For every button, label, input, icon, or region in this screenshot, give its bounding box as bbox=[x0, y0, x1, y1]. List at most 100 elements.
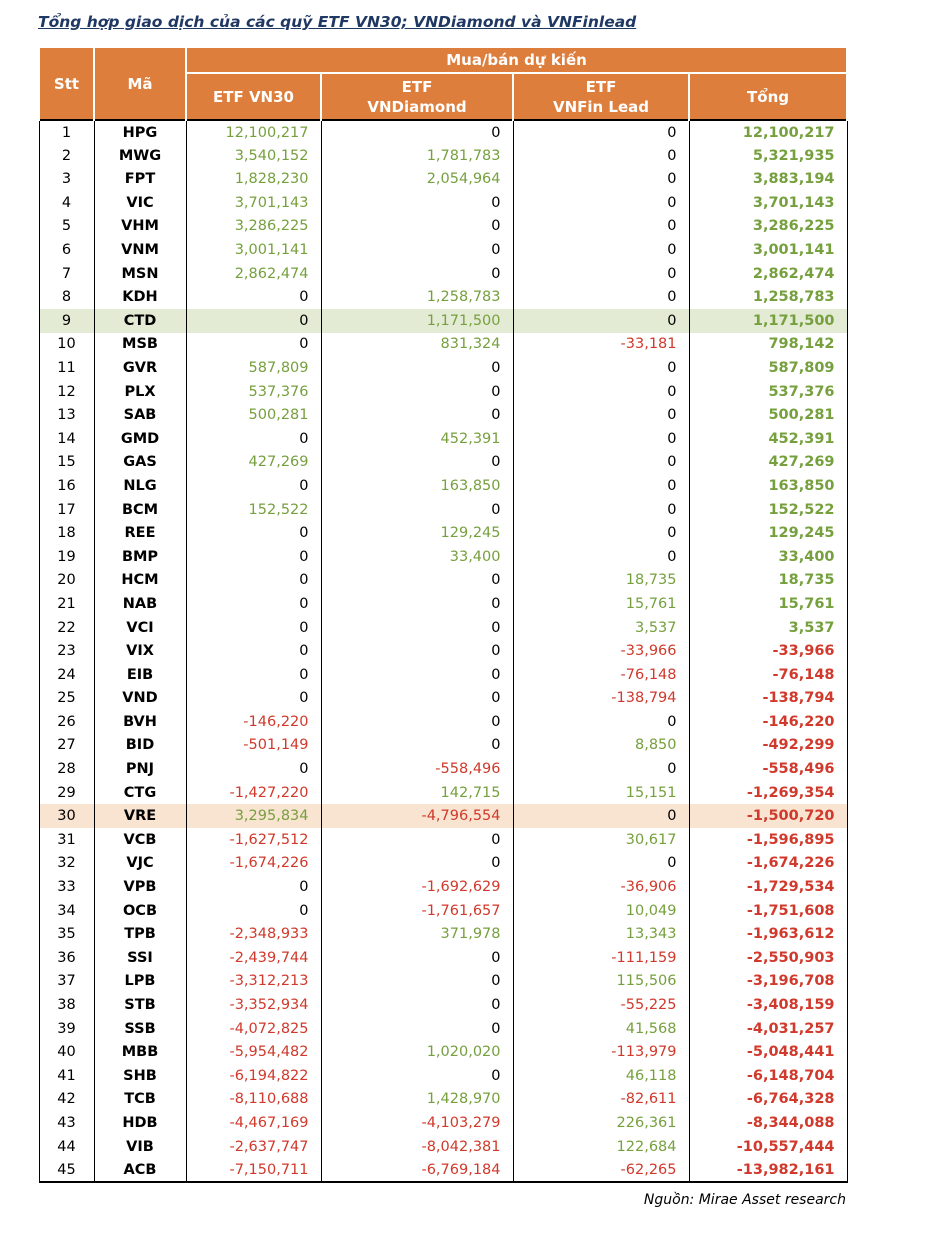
table-row: 26 BVH -146,220 0 0 -146,220 bbox=[38, 710, 848, 734]
etf-vndiamond-value: 0 bbox=[320, 662, 514, 687]
etf-vndiamond-value: 0 bbox=[320, 379, 514, 404]
total-value: 5,321,935 bbox=[688, 143, 848, 168]
table-row: 27 BID -501,149 0 8,850 -492,299 bbox=[38, 733, 848, 758]
etf-vn30-value: -4,467,169 bbox=[185, 1111, 322, 1135]
ticker: HDB bbox=[93, 1111, 187, 1135]
total-value: 3,537 bbox=[688, 615, 848, 640]
page-title: Tổng hợp giao dịch của các quỹ ETF VN30;… bbox=[38, 13, 637, 31]
etf-vndiamond-value: 0 bbox=[320, 710, 514, 734]
row-index: 20 bbox=[38, 568, 95, 593]
ticker: REE bbox=[93, 521, 187, 545]
table-row: 6 VNM 3,001,141 0 0 3,001,141 bbox=[38, 238, 848, 262]
ticker: BMP bbox=[93, 544, 187, 569]
row-index: 6 bbox=[38, 238, 95, 262]
etf-vnfinlead-value: -36,906 bbox=[512, 875, 690, 899]
table-row: 35 TPB -2,348,933 371,978 13,343 -1,963,612 bbox=[38, 922, 848, 947]
total-value: 12,100,217 bbox=[688, 119, 848, 144]
etf-vnfinlead-value: 0 bbox=[512, 710, 690, 734]
table-row: 9 CTD 0 1,171,500 0 1,171,500 bbox=[38, 309, 848, 333]
etf-vnfinlead-value: 0 bbox=[512, 521, 690, 545]
ticker: MSN bbox=[93, 261, 187, 286]
table-row: 23 VIX 0 0 -33,966 -33,966 bbox=[38, 639, 848, 663]
etf-vn30-value: -8,110,688 bbox=[185, 1087, 322, 1112]
etf-vnfinlead-value: 15,151 bbox=[512, 780, 690, 805]
table-row: 38 STB -3,352,934 0 -55,225 -3,408,159 bbox=[38, 993, 848, 1017]
ticker: PNJ bbox=[93, 757, 187, 781]
etf-vn30-value: -7,150,711 bbox=[185, 1158, 322, 1183]
etf-vn30-value: 0 bbox=[185, 285, 322, 309]
etf-vnfinlead-value: 8,850 bbox=[512, 733, 690, 758]
table-row: 31 VCB -1,627,512 0 30,617 -1,596,895 bbox=[38, 828, 848, 852]
total-value: 129,245 bbox=[688, 521, 848, 545]
etf-vnfinlead-value: 0 bbox=[512, 238, 690, 262]
total-value: -138,794 bbox=[688, 686, 848, 711]
row-index: 14 bbox=[38, 426, 95, 451]
row-index: 16 bbox=[38, 474, 95, 498]
total-value: -33,966 bbox=[688, 639, 848, 663]
table-row: 11 GVR 587,809 0 0 587,809 bbox=[38, 356, 848, 380]
ticker: SAB bbox=[93, 403, 187, 427]
row-index: 26 bbox=[38, 710, 95, 734]
col-header-etf-vn30: ETF VN30 bbox=[185, 72, 322, 121]
etf-vndiamond-value: 0 bbox=[320, 615, 514, 640]
total-value: 163,850 bbox=[688, 474, 848, 498]
etf-vn30-value: 0 bbox=[185, 592, 322, 616]
col-header-etf-vnfinlead: ETF VNFin Lead bbox=[512, 72, 690, 121]
row-index: 11 bbox=[38, 356, 95, 380]
etf-vnfinlead-value: 0 bbox=[512, 497, 690, 522]
table-row: 41 SHB -6,194,822 0 46,118 -6,148,704 bbox=[38, 1064, 848, 1088]
row-index: 29 bbox=[38, 780, 95, 805]
etf-transactions-table: Stt Mã Mua/bán dự kiến ETF VN30 ETF VNDi… bbox=[38, 45, 849, 1183]
total-value: -8,344,088 bbox=[688, 1111, 848, 1135]
total-value: -1,729,534 bbox=[688, 875, 848, 899]
etf-vnfinlead-value: 115,506 bbox=[512, 969, 690, 994]
etf-vn30-value: 0 bbox=[185, 615, 322, 640]
total-value: -3,408,159 bbox=[688, 993, 848, 1017]
total-value: 537,376 bbox=[688, 379, 848, 404]
etf-vn30-value: 427,269 bbox=[185, 450, 322, 475]
total-value: 427,269 bbox=[688, 450, 848, 475]
etf-vnfinlead-value: -55,225 bbox=[512, 993, 690, 1017]
total-value: 1,171,500 bbox=[688, 309, 848, 333]
etf-vnfinlead-value: 122,684 bbox=[512, 1134, 690, 1159]
ticker: GAS bbox=[93, 450, 187, 475]
ticker: SHB bbox=[93, 1064, 187, 1088]
etf-vn30-value: 0 bbox=[185, 757, 322, 781]
total-value: -1,674,226 bbox=[688, 851, 848, 876]
etf-vnfinlead-value: -62,265 bbox=[512, 1158, 690, 1183]
etf-vn30-value: -2,439,744 bbox=[185, 946, 322, 970]
etf-vn30-value: -1,627,512 bbox=[185, 828, 322, 852]
etf-vn30-value: -146,220 bbox=[185, 710, 322, 734]
table-row: 19 BMP 0 33,400 0 33,400 bbox=[38, 544, 848, 569]
ticker: PLX bbox=[93, 379, 187, 404]
etf-vnfinlead-value: 0 bbox=[512, 804, 690, 829]
etf-vndiamond-value: -558,496 bbox=[320, 757, 514, 781]
ticker: VRE bbox=[93, 804, 187, 829]
etf-vnfinlead-value: 226,361 bbox=[512, 1111, 690, 1135]
etf-vnfinlead-value: 0 bbox=[512, 119, 690, 144]
etf-vnfinlead-value: 0 bbox=[512, 426, 690, 451]
etf-vn30-value: 0 bbox=[185, 568, 322, 593]
etf-vn30-value: -2,348,933 bbox=[185, 922, 322, 947]
etf-vnfinlead-value: 0 bbox=[512, 167, 690, 192]
etf-vnfinlead-value: -113,979 bbox=[512, 1040, 690, 1064]
etf-vndiamond-value: 831,324 bbox=[320, 332, 514, 357]
row-index: 44 bbox=[38, 1134, 95, 1159]
ticker: BID bbox=[93, 733, 187, 758]
table-row: 14 GMD 0 452,391 0 452,391 bbox=[38, 426, 848, 451]
ticker: TPB bbox=[93, 922, 187, 947]
etf-vn30-value: -1,427,220 bbox=[185, 780, 322, 805]
table-row: 8 KDH 0 1,258,783 0 1,258,783 bbox=[38, 285, 848, 309]
etf-vndiamond-value: 0 bbox=[320, 592, 514, 616]
etf-vn30-value: 0 bbox=[185, 662, 322, 687]
etf-vn30-value: 0 bbox=[185, 898, 322, 923]
ticker: TCB bbox=[93, 1087, 187, 1112]
ticker: HPG bbox=[93, 119, 187, 144]
etf-vn30-value: -3,312,213 bbox=[185, 969, 322, 994]
etf-vn30-value: -5,954,482 bbox=[185, 1040, 322, 1064]
row-index: 15 bbox=[38, 450, 95, 475]
etf-vnfinlead-value: 0 bbox=[512, 214, 690, 239]
row-index: 5 bbox=[38, 214, 95, 239]
total-value: 3,701,143 bbox=[688, 191, 848, 215]
etf-vn30-value: 3,540,152 bbox=[185, 143, 322, 168]
